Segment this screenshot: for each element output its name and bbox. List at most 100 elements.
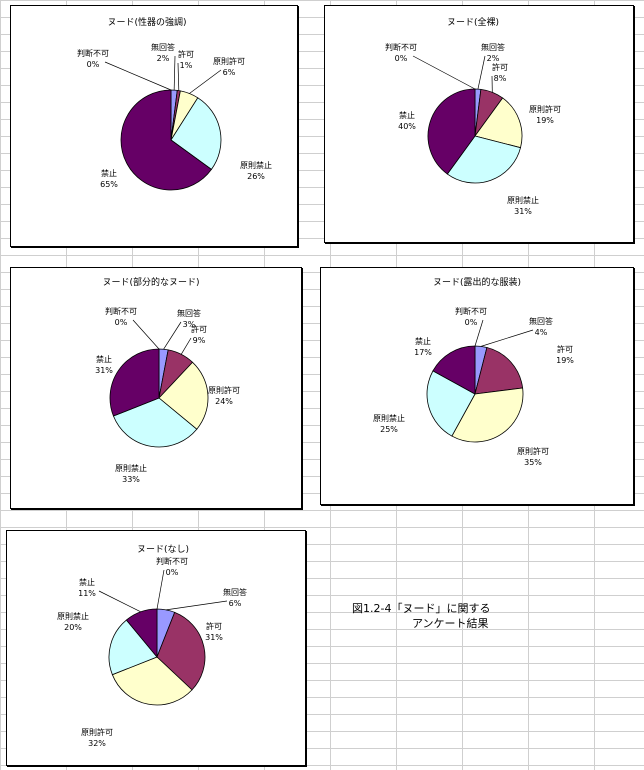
pie-slice [427, 88, 476, 175]
slice-percent-label: 2% [157, 54, 170, 63]
slice-percent-label: 11% [78, 589, 96, 598]
pie-slice [108, 619, 158, 676]
pie-chart-svg: ヌード(性器の強調) 判断不可 0% 無回答 2% 許可 1% 原則許可 6% 原則禁止 26% 禁止… [77, 16, 272, 191]
chart-title: ヌード(性器の強調) [107, 16, 186, 28]
pie-slice [120, 89, 213, 191]
slice-category-label: 無回答 [151, 42, 175, 52]
slice-category-label: 判断不可 [156, 556, 188, 566]
slice-percent-label: 33% [122, 475, 140, 484]
slice-percent-label: 6% [229, 599, 242, 608]
slice-percent-label: 32% [88, 739, 106, 748]
pie-chart-svg: ヌード(露出的な服装) 判断不可 0% 無回答 4% 許可 19% 原則許可 35% 原則禁止 25… [373, 276, 574, 467]
slice-percent-label: 6% [223, 68, 236, 77]
slice-percent-label: 24% [215, 397, 233, 406]
slice-percent-label: 19% [536, 116, 554, 125]
slice-category-label: 禁止 [399, 110, 415, 120]
leader-line [104, 61, 172, 91]
slice-percent-label: 40% [398, 122, 416, 131]
slice-category-label: 原則禁止 [240, 160, 272, 170]
pie-slice [446, 135, 522, 184]
slice-category-label: 原則禁止 [507, 195, 539, 205]
slice-percent-label: 31% [514, 207, 532, 216]
leader-line [132, 319, 160, 350]
slice-percent-label: 0% [166, 568, 179, 577]
pie-slice [156, 611, 206, 691]
pie-chart-svg: ヌード(全裸) 判断不可 0% 無回答 2%許可 8% 原則許可 19% 原則禁止 31% 禁止 40… [385, 16, 561, 216]
slice-category-label: 原則許可 [517, 446, 549, 456]
slice-category-label: 許可 [492, 62, 508, 72]
slice-percent-label: 4% [535, 328, 548, 337]
chart-panel-none: ヌード(なし) 判断不可 0% 無回答 6% 許可 31% 原則許可 32% 原則禁止 20% 禁止 1… [6, 530, 306, 766]
pie-slice [158, 361, 209, 430]
slice-percent-label: 2% [487, 54, 500, 63]
slice-category-label: 無回答 [481, 42, 505, 52]
slice-category-label: 無回答 [177, 308, 201, 318]
chart-panel-genital: ヌード(性器の強調) 判断不可 0% 無回答 2% 許可 1% 原則許可 6% 原則禁止 26% 禁止… [10, 5, 298, 247]
slice-percent-label: 3% [183, 320, 196, 329]
chart-title: ヌード(なし) [137, 544, 189, 555]
pie-slice [426, 370, 476, 437]
slice-category-label: 無回答 [529, 316, 553, 326]
leader-line [477, 55, 486, 90]
slice-percent-label: 17% [414, 348, 432, 357]
leader-line [189, 69, 222, 94]
slice-percent-label: 35% [524, 458, 542, 467]
caption-line-1: 図1.2-4「ヌード」に関する [352, 602, 491, 615]
slice-category-label: 無回答 [223, 587, 247, 597]
slice-percent-label: 26% [247, 172, 265, 181]
pie-slice [111, 656, 193, 706]
slice-percent-label: 1% [180, 61, 193, 70]
pie-slice [432, 345, 476, 395]
slice-percent-label: 0% [465, 318, 478, 327]
slice-percent-label: 0% [395, 54, 408, 63]
slice-percent-label: 31% [95, 366, 113, 375]
pie-slice [125, 608, 158, 659]
pie-chart-svg: ヌード(なし)判断不可 0% 無回答 6% 許可 31% 原則許可 32% 原則禁止 20% 禁止 1… [57, 544, 247, 748]
slice-percent-label: 9% [193, 336, 206, 345]
pie-slice [474, 347, 524, 395]
slice-percent-label: 20% [64, 623, 82, 632]
slice-category-label: 許可 [206, 621, 222, 631]
slice-percent-label: 19% [556, 356, 574, 365]
slice-category-label: 原則禁止 [57, 611, 89, 621]
slice-category-label: 禁止 [415, 336, 431, 346]
slice-category-label: 原則許可 [81, 727, 113, 737]
leader-line [180, 337, 192, 355]
slice-percent-label: 0% [87, 60, 100, 69]
leader-line [480, 329, 534, 347]
chart-panel-partial-nude: ヌード(部分的なヌード) 判断不可 0% 無回答 3% 許可 9% 原則許可 24% 原則禁止 33… [10, 267, 302, 509]
slice-percent-label: 8% [494, 74, 507, 83]
slice-percent-label: 0% [115, 318, 128, 327]
slice-category-label: 禁止 [79, 577, 95, 587]
pie-slice [170, 97, 222, 170]
figure-caption: 図1.2-4「ヌード」に関する アンケート結果 [352, 601, 490, 631]
slice-category-label: 許可 [178, 49, 194, 59]
slice-category-label: 原則禁止 [373, 413, 405, 423]
pie-slice [451, 387, 524, 443]
leader-line [156, 569, 165, 610]
slice-category-label: 原則禁止 [115, 463, 147, 473]
slice-category-label: 判断不可 [105, 306, 137, 316]
slice-category-label: 判断不可 [385, 42, 417, 52]
leader-line [98, 590, 141, 613]
leader-line [412, 55, 476, 90]
slice-category-label: 原則許可 [529, 104, 561, 114]
slice-percent-label: 31% [205, 633, 223, 642]
slice-category-label: 判断不可 [455, 306, 487, 316]
leader-line [173, 55, 176, 91]
leader-line [177, 62, 180, 91]
chart-panel-revealing: ヌード(露出的な服装) 判断不可 0% 無回答 4% 許可 19% 原則許可 35% 原則禁止 25… [320, 267, 634, 505]
chart-title: ヌード(露出的な服装) [433, 276, 521, 288]
slice-category-label: 判断不可 [77, 48, 109, 58]
slice-category-label: 許可 [191, 324, 207, 334]
chart-title: ヌード(全裸) [447, 16, 499, 28]
slice-category-label: 禁止 [101, 168, 117, 178]
pie-chart-svg: ヌード(部分的なヌード) 判断不可 0% 無回答 3%許可 9% 原則許可 24% 原則禁止 33… [95, 276, 240, 484]
chart-title: ヌード(部分的なヌード) [102, 276, 199, 288]
pie-slice [112, 397, 198, 448]
slice-category-label: 許可 [557, 344, 573, 354]
leader-line [474, 319, 484, 347]
caption-line-2: アンケート結果 [412, 617, 489, 630]
leader-line [165, 600, 228, 611]
slice-category-label: 禁止 [96, 354, 112, 364]
